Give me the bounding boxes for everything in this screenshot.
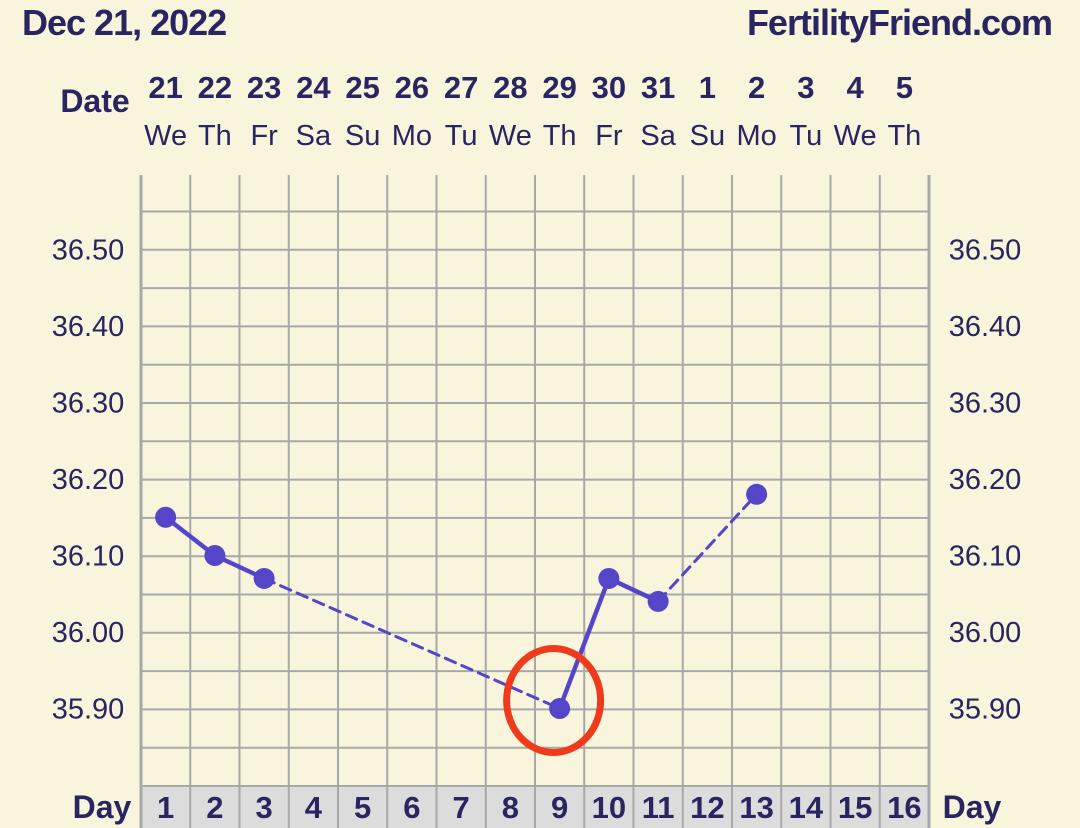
date-label: 29 (542, 70, 576, 105)
data-point-day-9 (549, 698, 571, 719)
site-name: FertilityFriend.com (746, 2, 1053, 43)
annotation-layer (503, 645, 605, 756)
weekday-label: Fr (595, 120, 623, 152)
date-row-label: Date (60, 83, 129, 119)
cycle-day-label: 10 (592, 790, 626, 825)
data-point-day-10 (598, 567, 620, 589)
cycle-day-label: 13 (739, 790, 773, 825)
cycle-day-label: 1 (157, 790, 174, 825)
data-point-day-2 (204, 545, 226, 566)
date-label: 31 (641, 70, 675, 105)
weekday-label: We (144, 120, 187, 152)
data-point-day-3 (253, 567, 275, 589)
cycle-day-label: 12 (690, 790, 724, 825)
cycle-day-label: 15 (838, 790, 872, 825)
series-segment-dashed (656, 492, 759, 603)
weekday-label: Th (198, 120, 232, 152)
cycle-day-label: 5 (354, 790, 371, 825)
date-label: 2 (748, 70, 765, 105)
series-segment-dashed (262, 576, 562, 710)
date-label: 28 (493, 70, 527, 105)
date-label: 3 (797, 70, 814, 105)
y-tick-label-left: 35.90 (52, 694, 125, 726)
weekday-label: Su (345, 120, 380, 152)
data-point-day-1 (155, 506, 177, 528)
date-label: 26 (395, 70, 429, 105)
y-tick-label-right: 36.20 (949, 464, 1022, 496)
y-tick-label-right: 36.50 (949, 235, 1022, 267)
chart-grid (139, 175, 931, 828)
cycle-day-label: 14 (789, 790, 824, 825)
weekday-label: Th (543, 120, 577, 152)
date-label: 1 (699, 70, 716, 105)
y-tick-label-right: 36.40 (949, 311, 1022, 343)
series-points (155, 483, 768, 719)
y-tick-label-right: 35.90 (949, 694, 1022, 726)
day-row-label-right: Day (943, 789, 1002, 825)
weekday-label: Sa (640, 120, 676, 152)
highlight-circle (503, 645, 605, 756)
weekday-label: We (489, 120, 532, 152)
date-label: 24 (296, 70, 331, 105)
weekday-label: Sa (296, 120, 332, 152)
date-label: 25 (345, 70, 379, 105)
y-tick-label-left: 36.50 (52, 235, 125, 267)
weekday-label: Su (690, 120, 725, 152)
y-tick-label-left: 36.00 (52, 617, 125, 649)
data-point-day-13 (746, 483, 768, 505)
date-label: 27 (444, 70, 478, 105)
cycle-day-label: 2 (206, 790, 223, 825)
cycle-day-label: 4 (305, 790, 323, 825)
date-label: 23 (247, 70, 281, 105)
cycle-day-label: 8 (502, 790, 519, 825)
y-tick-label-left: 36.10 (52, 541, 125, 573)
cycle-day-label: 9 (551, 790, 568, 825)
date-label: 22 (198, 70, 232, 105)
series-segment-solid (557, 576, 612, 711)
y-tick-label-right: 36.00 (949, 617, 1022, 649)
y-tick-label-left: 36.30 (52, 388, 125, 420)
y-tick-label-left: 36.20 (52, 464, 125, 496)
weekday-label: Tu (789, 120, 822, 152)
day-row-label-left: Day (73, 789, 132, 825)
cycle-day-label: 7 (453, 790, 470, 825)
cycle-day-label: 6 (403, 790, 420, 825)
weekday-label: Tu (445, 120, 478, 152)
date-label: 5 (896, 70, 913, 105)
chart-date-title: Dec 21, 2022 (22, 2, 227, 43)
date-label: 4 (847, 70, 865, 105)
weekday-label: Th (887, 120, 921, 152)
weekday-label: Mo (736, 120, 776, 152)
y-tick-label-right: 36.30 (949, 388, 1022, 420)
y-tick-label-left: 36.40 (52, 311, 125, 343)
weekday-label: We (834, 120, 877, 152)
date-label: 21 (148, 70, 182, 105)
weekday-label: Fr (250, 120, 278, 152)
y-tick-label-right: 36.10 (949, 541, 1022, 573)
cycle-day-label: 16 (887, 790, 921, 825)
cycle-day-label: 3 (256, 790, 273, 825)
weekday-label: Mo (392, 120, 432, 152)
cycle-day-label: 11 (642, 790, 675, 825)
date-label: 30 (592, 70, 626, 105)
data-point-day-11 (647, 590, 669, 612)
